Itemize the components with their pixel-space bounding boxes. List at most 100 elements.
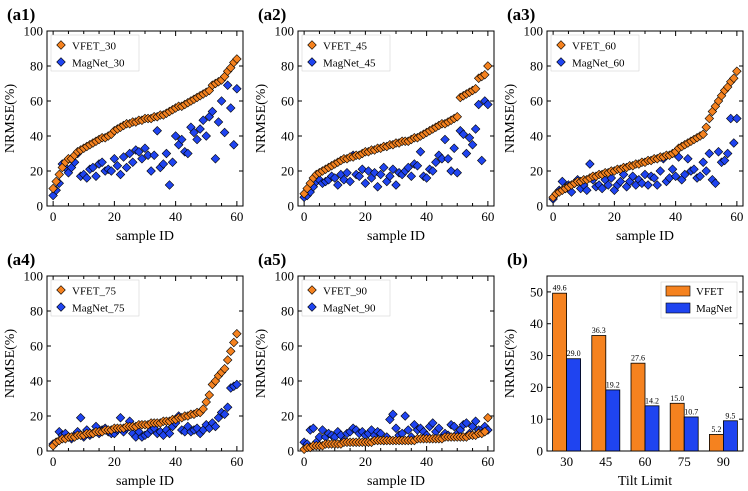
magnet-point [201, 131, 211, 141]
bar-value-label: 29.0 [567, 349, 581, 358]
magnet-point [372, 182, 383, 192]
legend-label: VFET [696, 286, 724, 298]
magnet-point [161, 148, 172, 159]
panel-label: (a2) [258, 5, 286, 24]
magnet-point [216, 96, 227, 106]
bar-value-label: 5.2 [711, 425, 721, 434]
y-tick-label: 0 [288, 199, 295, 214]
x-tick-label: 40 [169, 209, 182, 224]
magnet-point [229, 140, 239, 150]
magnet-point [470, 416, 481, 426]
magnet-point [167, 157, 178, 167]
legend-marker [56, 57, 66, 67]
magnet-bar [683, 416, 699, 452]
y-tick-label: 80 [530, 59, 543, 74]
magnet-point [183, 148, 193, 159]
y-tick-label: 60 [281, 94, 294, 109]
magnet-point [388, 409, 398, 419]
vfet-point [729, 73, 739, 83]
magnet-point [655, 166, 666, 176]
magnet-point [192, 134, 202, 145]
legend-label: MagNet_60 [572, 58, 625, 70]
y-tick-label: 60 [30, 94, 43, 109]
legend-label: MagNet_90 [323, 303, 376, 315]
magnet-point [112, 161, 123, 171]
y-tick-label: 40 [281, 129, 294, 144]
x-tick-label: 75 [678, 454, 691, 469]
magnet-point [158, 159, 169, 169]
bar-value-label: 27.6 [631, 354, 645, 363]
magnet-point [134, 147, 144, 157]
vfet-point [229, 337, 239, 348]
magnet-point [210, 154, 221, 164]
legend-label: VFET_90 [323, 286, 368, 298]
panel-label: (b) [507, 250, 528, 269]
x-axis-label: Tilt Limit [618, 474, 672, 489]
magnet-point [412, 161, 423, 171]
y-tick-label: 30 [530, 348, 543, 363]
magnet-point [406, 171, 417, 181]
magnet-point [226, 103, 236, 113]
magnet-point [177, 134, 187, 145]
x-tick-label: 40 [169, 454, 182, 469]
magnet-point [189, 127, 199, 138]
magnet-point [82, 173, 92, 183]
legend-marker [307, 302, 317, 312]
magnet-point [91, 171, 101, 181]
magnet-point [146, 166, 156, 176]
x-tick-label: 0 [301, 454, 308, 469]
magnet-point [210, 421, 221, 432]
legend-box [550, 34, 640, 72]
legend-label: VFET_30 [72, 41, 117, 53]
magnet-point [483, 99, 493, 110]
panel-label: (a5) [258, 250, 286, 269]
magnet-point [118, 152, 129, 162]
magnet-point [449, 421, 459, 432]
magnet-point [719, 155, 730, 166]
vfet-point [226, 346, 236, 356]
y-tick-label: 20 [530, 380, 543, 395]
y-tick-label: 20 [30, 164, 43, 179]
magnet-point [467, 140, 478, 150]
legend: VFET_75 MagNet_75 [50, 279, 140, 317]
magnet-point [403, 162, 413, 173]
x-tick-label: 40 [420, 454, 433, 469]
y-tick-label: 100 [275, 24, 295, 39]
magnet-point [440, 134, 450, 145]
magnet-bar [605, 389, 621, 452]
legend-box [50, 34, 140, 72]
chart-panel-4: (a4) 0 20 40 60 80 100 NRMSE(%) sample ID 0 20 40 60… [3, 250, 244, 489]
y-tick-label: 40 [281, 374, 294, 389]
vfet-point [54, 169, 64, 180]
magnet-point [137, 154, 147, 164]
vfet-point [698, 129, 708, 139]
legend: VFET_45 MagNet_45 [301, 34, 391, 72]
magnet-point [461, 148, 472, 159]
magnet-point [207, 106, 218, 117]
chart-panel-1: (a1) 0 20 40 60 80 100 NRMSE(%) sample ID 0 20 40 60… [3, 5, 244, 244]
series-VFET_60 [548, 66, 742, 202]
legend-label: VFET_45 [323, 41, 368, 53]
magnet-point [391, 180, 401, 190]
magnet-point [649, 173, 659, 183]
vfet-bar [591, 335, 607, 452]
vfet-point [51, 176, 61, 187]
magnet-point [121, 162, 132, 173]
magnet-point [640, 169, 650, 180]
y-tick-label: 40 [30, 129, 43, 144]
magnet-point [428, 166, 438, 176]
vfet-point [470, 84, 481, 94]
vfet-point [232, 54, 242, 64]
y-axis-label: NRMSE(%) [254, 329, 269, 399]
chart-panel-6: (b) 0 10 20 30 40 50 NRMSE(%) Tilt Limit 30 49.6 29… [503, 250, 744, 489]
magnet-point [701, 166, 711, 176]
legend-label: MagNet_30 [72, 58, 125, 70]
bar-value-label: 49.6 [553, 284, 567, 293]
legend-box [301, 279, 391, 317]
x-tick-label: 0 [550, 209, 557, 224]
x-tick-label: 0 [301, 209, 308, 224]
magnet-point [219, 409, 230, 419]
x-tick-label: 0 [50, 454, 57, 469]
legend-label: VFET_60 [572, 41, 617, 53]
series-VFET_30 [48, 54, 242, 194]
